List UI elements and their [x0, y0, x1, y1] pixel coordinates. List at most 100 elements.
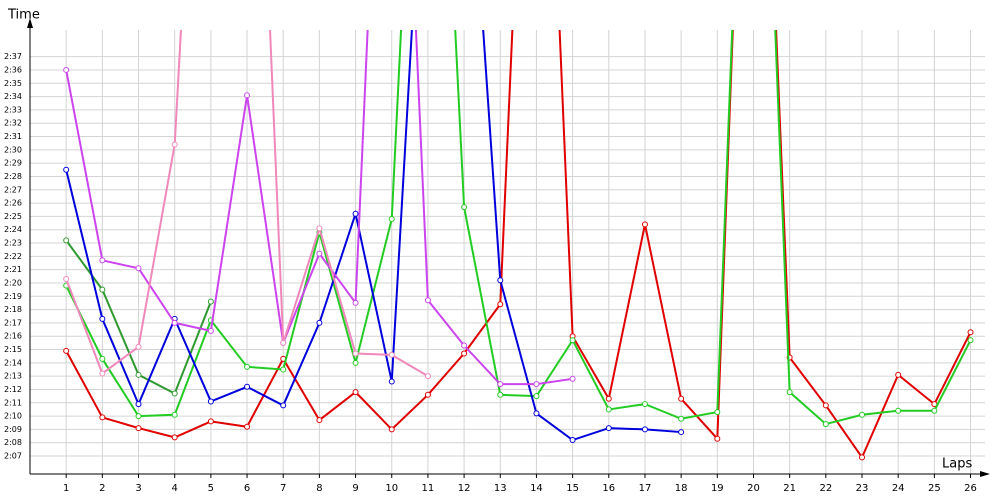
- data-point: [280, 339, 287, 346]
- data-point: [605, 406, 612, 413]
- data-point: [714, 409, 721, 416]
- y-tick-label: 2:28: [4, 172, 22, 181]
- data-point: [461, 350, 468, 357]
- series-line: [65, 30, 972, 460]
- grid: [30, 30, 985, 474]
- y-tick-label: 2:26: [4, 199, 22, 208]
- data-point: [822, 421, 829, 428]
- y-tick-label: 2:16: [4, 332, 22, 341]
- data-point: [63, 275, 70, 282]
- x-tick-label: 23: [856, 483, 869, 494]
- data-point: [641, 221, 648, 228]
- data-point: [786, 389, 793, 396]
- y-tick-label: 2:08: [4, 438, 22, 447]
- data-point: [678, 395, 685, 402]
- y-tick-label: 2:11: [4, 398, 22, 407]
- x-tick-label: 21: [783, 483, 796, 494]
- y-tick-label: 2:13: [4, 372, 22, 381]
- data-point: [207, 298, 214, 305]
- x-tick-label: 10: [385, 483, 398, 494]
- data-point: [931, 407, 938, 414]
- data-point: [316, 250, 323, 257]
- data-point: [497, 301, 504, 308]
- data-point: [605, 425, 612, 432]
- data-point: [63, 166, 70, 173]
- data-point: [569, 375, 576, 382]
- data-point: [99, 355, 106, 362]
- y-tick-label: 2:27: [4, 185, 22, 194]
- data-point: [388, 216, 395, 223]
- data-point: [859, 454, 866, 461]
- y-axis-label: Time: [7, 8, 40, 23]
- data-point: [99, 257, 106, 264]
- data-point: [244, 423, 251, 430]
- data-point: [967, 337, 974, 344]
- y-tick-label: 2:14: [4, 358, 22, 367]
- x-tick-label: 24: [892, 483, 905, 494]
- data-point: [135, 401, 142, 408]
- y-tick-label: 2:07: [4, 452, 22, 461]
- data-point: [388, 351, 395, 358]
- y-tick-label: 2:21: [4, 265, 22, 274]
- data-point: [352, 299, 359, 306]
- x-tick-label: 11: [422, 483, 435, 494]
- data-point: [171, 390, 178, 397]
- x-tick-label: 17: [639, 483, 652, 494]
- series-line: [65, 30, 972, 426]
- data-point: [244, 363, 251, 370]
- y-tick-label: 2:33: [4, 105, 22, 114]
- data-point: [352, 389, 359, 396]
- data-point: [388, 378, 395, 385]
- y-tick-label: 2:19: [4, 292, 22, 301]
- x-tick-label: 14: [530, 483, 543, 494]
- y-tick-label: 2:25: [4, 212, 22, 221]
- x-tick-label: 25: [928, 483, 941, 494]
- y-tick-label: 2:35: [4, 79, 22, 88]
- x-tick-label: 1: [63, 483, 69, 494]
- data-point: [135, 371, 142, 378]
- data-point: [316, 225, 323, 232]
- y-tick-label: 2:29: [4, 159, 22, 168]
- y-tick-label: 2:24: [4, 225, 22, 234]
- x-tick-label: 20: [747, 483, 760, 494]
- series-line: [65, 30, 682, 442]
- data-point: [99, 286, 106, 293]
- data-point: [533, 381, 540, 388]
- data-point: [388, 426, 395, 433]
- data-point: [497, 391, 504, 398]
- data-point: [135, 343, 142, 350]
- data-point: [207, 398, 214, 405]
- x-axis-label: Laps: [942, 457, 972, 472]
- x-tick-label: 7: [280, 483, 286, 494]
- data-point: [461, 342, 468, 349]
- x-tick-label: 3: [135, 483, 141, 494]
- data-point: [967, 329, 974, 336]
- data-point: [895, 371, 902, 378]
- data-point: [461, 204, 468, 211]
- x-tick-label: 13: [494, 483, 507, 494]
- data-point: [63, 237, 70, 244]
- y-tick-label: 2:15: [4, 345, 22, 354]
- x-tick-label: 8: [316, 483, 322, 494]
- x-tick-label: 4: [172, 483, 178, 494]
- data-point: [424, 373, 431, 380]
- data-point: [424, 391, 431, 398]
- y-tick-label: 2:20: [4, 278, 22, 287]
- x-arrow: [980, 471, 990, 477]
- data-point: [99, 315, 106, 322]
- y-tick-label: 2:17: [4, 318, 22, 327]
- x-tick-label: 6: [244, 483, 250, 494]
- x-tick-label: 9: [352, 483, 358, 494]
- x-tick-label: 5: [208, 483, 214, 494]
- x-tick-label: 19: [711, 483, 724, 494]
- data-point: [641, 426, 648, 433]
- data-point: [569, 437, 576, 444]
- data-point: [171, 411, 178, 418]
- data-point: [533, 410, 540, 417]
- x-tick-label: 2: [99, 483, 105, 494]
- data-point: [135, 265, 142, 272]
- data-point: [424, 297, 431, 304]
- data-point: [207, 327, 214, 334]
- y-tick-label: 2:30: [4, 145, 22, 154]
